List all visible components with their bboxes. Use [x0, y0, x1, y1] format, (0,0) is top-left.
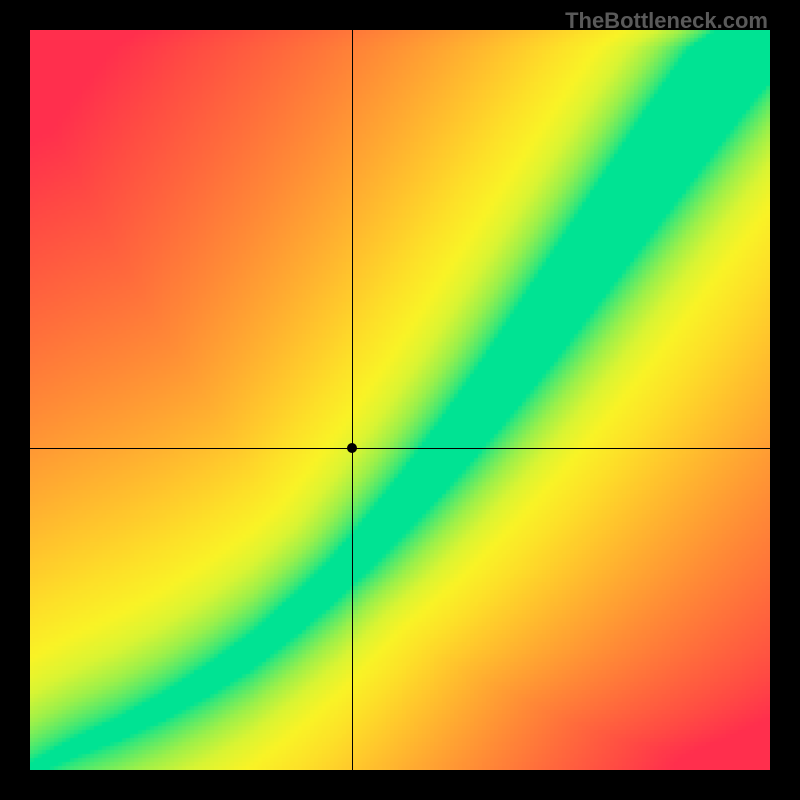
- plot-area: [30, 30, 770, 770]
- crosshair-vertical: [352, 30, 353, 770]
- heatmap-canvas: [30, 30, 770, 770]
- chart-container: TheBottleneck.com: [0, 0, 800, 800]
- crosshair-marker: [347, 443, 357, 453]
- watermark-text: TheBottleneck.com: [565, 8, 768, 34]
- crosshair-horizontal: [30, 448, 770, 449]
